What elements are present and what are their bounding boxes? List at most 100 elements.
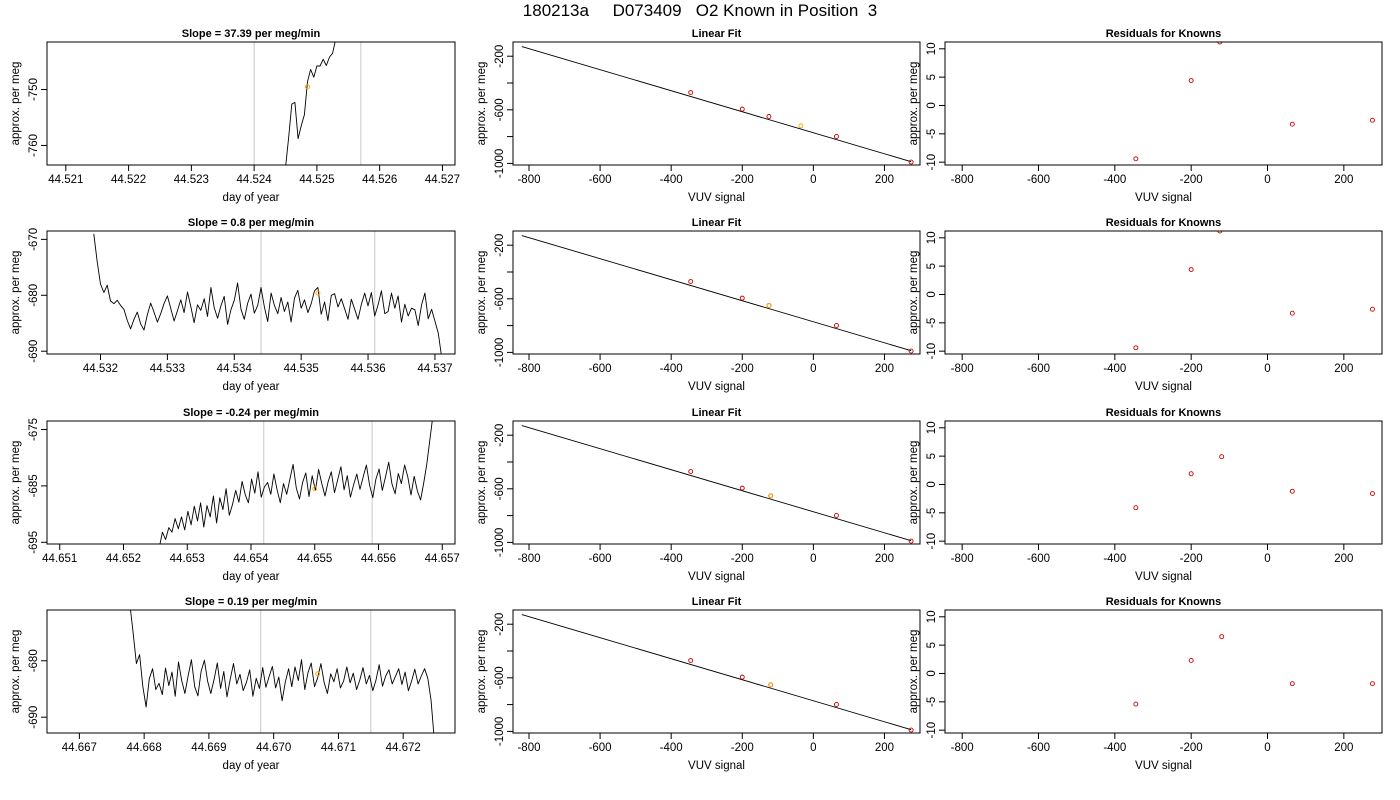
- plot-area: [159, 421, 433, 544]
- y-tick-label: -680: [28, 649, 40, 672]
- sample-point: [315, 671, 321, 677]
- known-point: [1133, 345, 1139, 351]
- sample-point: [768, 493, 774, 499]
- x-tick-label: 44.670: [256, 742, 291, 754]
- known-point: [688, 658, 694, 663]
- x-tick-label: 200: [1334, 174, 1353, 186]
- plot-frame: [46, 230, 456, 355]
- y-tick-label: -10: [926, 154, 938, 171]
- x-tick-label: 44.668: [127, 742, 162, 754]
- series-line: [130, 610, 435, 733]
- x-tick-label: -400: [1103, 553, 1126, 565]
- x-tick-label: -600: [589, 363, 612, 375]
- x-tick-label: 0: [1264, 742, 1270, 754]
- x-tick-label: 200: [1334, 553, 1353, 565]
- x-tick-label: -200: [731, 174, 754, 186]
- x-tick-label: 44.656: [361, 553, 396, 565]
- y-tick-label: -5: [926, 697, 938, 707]
- y-tick-label: -750: [28, 78, 40, 101]
- x-tick-label: -800: [517, 553, 540, 565]
- panel-title: Linear Fit: [692, 596, 742, 608]
- y-tick-label: 10: [926, 421, 938, 434]
- y-tick-label: -600: [494, 477, 506, 500]
- panel-row1-residuals: Residuals for Knowns -800 -600 -400 -200 0 200…: [908, 28, 1383, 204]
- x-tick-label: -200: [1180, 742, 1203, 754]
- known-point: [1217, 231, 1223, 234]
- y-axis-label: approx. per meg: [476, 630, 488, 714]
- known-point: [1289, 310, 1295, 316]
- y-tick-label: -200: [494, 45, 506, 68]
- x-tick-label: 200: [1334, 363, 1353, 375]
- y-axis-label: approx. per meg: [476, 251, 488, 335]
- plot-area: [93, 233, 442, 354]
- x-tick-label: 44.654: [233, 553, 269, 565]
- x-tick-label: 44.669: [191, 742, 226, 754]
- x-axis-label: VUV signal: [688, 381, 745, 393]
- y-axis-label: approx. per meg: [476, 62, 488, 146]
- x-tick-label: -800: [517, 174, 540, 186]
- panel-row3-residuals: Residuals for Knowns -800 -600 -400 -200 0 200…: [908, 407, 1383, 583]
- known-point: [1370, 306, 1375, 312]
- panel-title: Slope = -0.24 per meg/min: [183, 407, 319, 419]
- x-tick-label: 0: [810, 174, 816, 186]
- y-tick-label: -10: [926, 533, 938, 550]
- y-tick-label: -760: [28, 134, 40, 157]
- x-tick-label: 0: [810, 553, 816, 565]
- x-tick-label: 44.671: [321, 742, 356, 754]
- x-tick-label: 200: [875, 174, 894, 186]
- sample-point: [312, 486, 318, 492]
- plot-area: [521, 425, 914, 544]
- x-tick-label: 44.655: [297, 553, 332, 565]
- plot-frame: [944, 41, 1383, 166]
- x-tick-label: 200: [875, 363, 894, 375]
- panel-row2-time: Slope = 0.8 per meg/min 44.532 44.533 44.53…: [10, 217, 456, 393]
- panel-title: Linear Fit: [692, 407, 742, 419]
- known-point: [1219, 634, 1225, 640]
- x-tick-label: 44.657: [425, 553, 460, 565]
- plot-frame: [512, 41, 921, 166]
- panel-title: Linear Fit: [692, 217, 742, 229]
- x-tick-label: 0: [1264, 553, 1270, 565]
- x-tick-label: 44.522: [111, 174, 146, 186]
- plot-frame: [512, 420, 921, 545]
- y-axis-label: approx. per meg: [908, 62, 920, 146]
- x-tick-label: -200: [731, 742, 754, 754]
- panel-title: Slope = 0.19 per meg/min: [185, 596, 318, 608]
- known-point: [1370, 681, 1375, 687]
- y-tick-label: -690: [28, 706, 40, 729]
- known-point: [688, 469, 694, 474]
- panel-row2-residuals: Residuals for Knowns -800 -600 -400 -200 0 200…: [908, 217, 1383, 393]
- known-point: [834, 323, 839, 328]
- y-tick-label: -10: [926, 343, 938, 360]
- known-point: [1289, 488, 1295, 494]
- plot-area: [521, 614, 914, 733]
- y-tick-label: 5: [926, 453, 938, 459]
- y-tick-label: 5: [926, 263, 938, 269]
- known-point: [834, 513, 839, 518]
- known-point: [688, 90, 694, 95]
- x-tick-label: -800: [517, 363, 540, 375]
- sample-point: [766, 303, 772, 308]
- sample-point: [798, 123, 804, 129]
- panel-row2-fit: Linear Fit -800 -600 -400 -200 0 200 -1000 -600 -…: [476, 217, 921, 393]
- plot-area: [1133, 231, 1375, 351]
- x-axis-label: day of year: [223, 571, 280, 583]
- y-axis-label: approx. per meg: [10, 62, 22, 146]
- x-tick-label: 44.524: [237, 174, 273, 186]
- x-tick-label: -200: [731, 363, 754, 375]
- sample-point: [315, 290, 321, 296]
- x-tick-label: 44.525: [299, 174, 334, 186]
- x-tick-label: 44.651: [42, 553, 77, 565]
- known-point: [688, 279, 694, 284]
- plot-area: [521, 46, 914, 165]
- x-axis-label: VUV signal: [1135, 192, 1192, 204]
- known-point: [908, 159, 914, 165]
- x-axis-label: VUV signal: [1135, 571, 1192, 583]
- y-tick-label: 0: [926, 291, 938, 297]
- plot-area: [1133, 454, 1375, 511]
- x-tick-label: 44.527: [425, 174, 460, 186]
- x-tick-label: 44.523: [174, 174, 209, 186]
- y-tick-label: 0: [926, 102, 938, 108]
- y-tick-label: 10: [926, 42, 938, 55]
